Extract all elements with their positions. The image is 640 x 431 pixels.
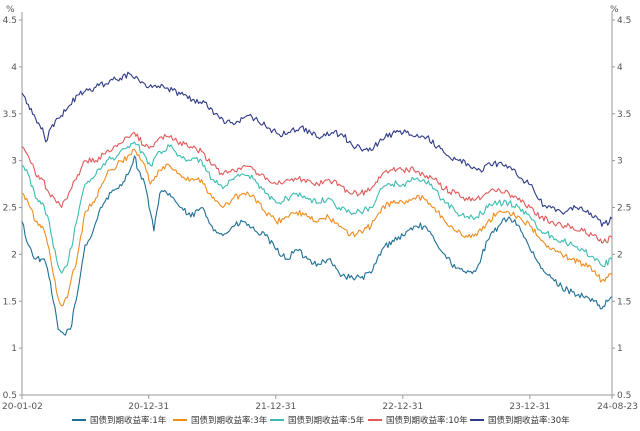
- y-tick-label-left: 3: [11, 157, 17, 167]
- legend-label: 国债到期收益率:5年: [288, 415, 365, 426]
- x-tick-label: 22-12-31: [382, 402, 423, 412]
- axes-group: 0.5 0.5 1 1 1.5 1.5 2 2 2.5 2.5 3 3 3.5 3.5 4 4 4.5 4.5 20…: [2, 12, 638, 412]
- x-tick-label: 20-12-31: [128, 402, 169, 412]
- y-tick-label-right: 2: [617, 250, 623, 260]
- y-tick-label-left: 4.5: [3, 16, 17, 26]
- legend-label: 国债到期收益率:10年: [386, 415, 468, 426]
- series-line-3: [21, 141, 613, 274]
- y-tick-label-right: 4.5: [617, 16, 631, 26]
- left-unit-label: %: [6, 5, 15, 15]
- legend: 国债到期收益率:1年 国债到期收益率:3年 国债到期收益率:5年 国债到期收益率:10…: [72, 415, 570, 426]
- legend-label: 国债到期收益率:30年: [488, 415, 570, 426]
- right-unit-label: %: [610, 5, 619, 15]
- y-tick-label-left: 1: [11, 344, 17, 354]
- series-line-1: [21, 155, 613, 336]
- y-tick-label-right: 4: [617, 63, 623, 73]
- series-lines: [21, 71, 613, 336]
- y-tick-label-right: 1: [617, 344, 623, 354]
- series-line-4: [21, 131, 613, 244]
- x-tick-label: 20-01-02: [2, 402, 43, 412]
- y-tick-label-right: 3.5: [617, 110, 631, 120]
- series-line-5: [21, 71, 613, 227]
- y-tick-label-right: 3: [617, 157, 623, 167]
- y-tick-label-left: 2: [11, 250, 17, 260]
- series-line-2: [21, 148, 613, 307]
- x-tick-label: 23-12-31: [509, 402, 550, 412]
- x-tick-label: 21-12-31: [255, 402, 296, 412]
- y-tick-label-left: 4: [11, 63, 17, 73]
- legend-label: 国债到期收益率:1年: [90, 415, 167, 426]
- x-tick-label: 24-08-23: [597, 402, 638, 412]
- legend-label: 国债到期收益率:3年: [191, 415, 268, 426]
- y-tick-label-left: 3.5: [3, 110, 17, 120]
- y-tick-label-right: 1.5: [617, 297, 631, 307]
- y-tick-label-left: 2.5: [3, 204, 17, 214]
- y-tick-label-right: 0.5: [617, 391, 631, 401]
- y-tick-label-left: 0.5: [3, 391, 17, 401]
- y-tick-label-left: 1.5: [3, 297, 17, 307]
- y-tick-label-right: 2.5: [617, 204, 631, 214]
